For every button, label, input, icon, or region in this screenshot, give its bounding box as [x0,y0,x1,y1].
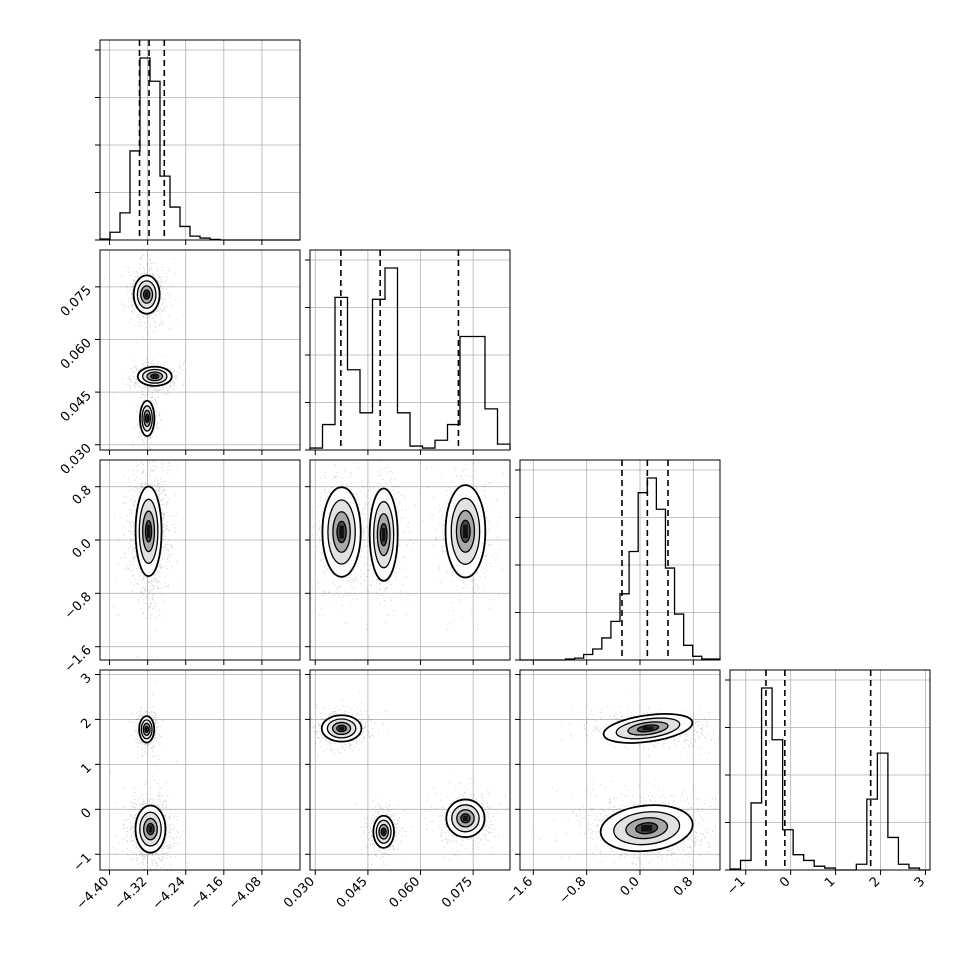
scatter-points [104,254,185,450]
panel-axes [95,49,263,245]
scatter-panel [99,459,301,661]
y-tick-label: 0.8 [70,483,95,508]
panel-content [310,460,506,659]
panel-frame [309,669,511,871]
histogram-bars [309,267,511,450]
histogram-panel [309,249,511,451]
panel-frame [99,459,301,661]
scatter-panel [99,669,301,871]
density-peak [463,524,468,538]
panel-frame [309,459,511,661]
scatter-panel [99,249,301,451]
scatter-panel [309,669,511,871]
x-tick-label: 0.8 [671,874,696,899]
y-tick-label: 0.0 [70,536,95,561]
y-tick-label: 0.045 [58,388,95,425]
density-peak [642,726,654,731]
x-tick-label: −4.16 [188,874,227,913]
x-tick-label: −4.32 [112,874,151,913]
panel-frame [99,669,301,871]
density-peak [339,726,344,731]
panel-axes: −1.6 −0.8 0.0 0.8 [503,673,696,907]
density-peak [339,525,344,539]
panel-axes [515,469,694,665]
scatter-panel [519,669,721,871]
panel-frame [99,249,301,451]
y-tick-label: 3 [78,671,94,687]
panel-axes [305,486,474,665]
panel-content [530,690,720,870]
histogram-bars [729,687,930,871]
x-tick-label: 0.045 [334,874,371,911]
panel-frame [519,459,721,661]
x-tick-label: −4.08 [226,874,265,913]
panel-frame [729,669,931,871]
scatter-points [310,690,508,866]
y-tick-label: 0.030 [58,441,95,478]
y-tick-label: 1 [78,761,94,777]
density-peak [382,528,386,542]
y-tick-label: 0.075 [58,283,95,320]
density-peak [152,374,157,378]
x-tick-label: −0.8 [557,874,590,907]
scatter-points [109,681,191,870]
y-tick-label: −1 [71,850,95,874]
histogram-bars [520,477,721,661]
y-tick-label: 0 [78,806,94,822]
x-tick-label: 1 [822,874,838,890]
panel-frame [519,669,721,871]
panel-frame [99,39,301,241]
x-tick-label: −1.6 [503,874,536,907]
density-peak [145,291,149,298]
density-peak [146,415,148,421]
panel-content [112,460,186,658]
x-tick-label: 2 [867,874,883,890]
y-tick-label: 2 [78,716,94,732]
density-peak [148,825,153,833]
x-tick-label: 0.060 [386,874,423,911]
y-tick-label: −0.8 [62,590,95,623]
panel-content [104,254,185,450]
histogram-bars [99,57,300,241]
histogram-panel [729,669,931,871]
panel-axes: −1 0 1 2 3 [724,679,928,898]
histogram-panel [99,39,301,241]
density-peak [382,829,385,835]
x-tick-label: −4.24 [150,874,189,913]
density-peak [145,727,148,732]
scatter-panel [309,459,511,661]
density-peak [463,815,468,822]
y-tick-label: 0.060 [58,336,95,373]
density-peak [641,824,653,832]
density-peak [147,524,151,538]
x-tick-label: −4.40 [74,874,113,913]
y-tick-label: −1.6 [62,643,95,676]
x-tick-label: 3 [912,874,928,890]
x-tick-label: 0 [777,874,793,890]
histogram-panel [519,459,721,661]
panel-content [310,690,508,866]
panel-axes [305,259,474,455]
panel-content [109,681,191,870]
x-tick-label: −1 [724,874,748,898]
x-tick-label: 0.0 [618,874,643,899]
panel-frame [309,249,511,451]
x-tick-label: 0.030 [281,874,318,911]
x-tick-label: 0.075 [439,874,476,911]
